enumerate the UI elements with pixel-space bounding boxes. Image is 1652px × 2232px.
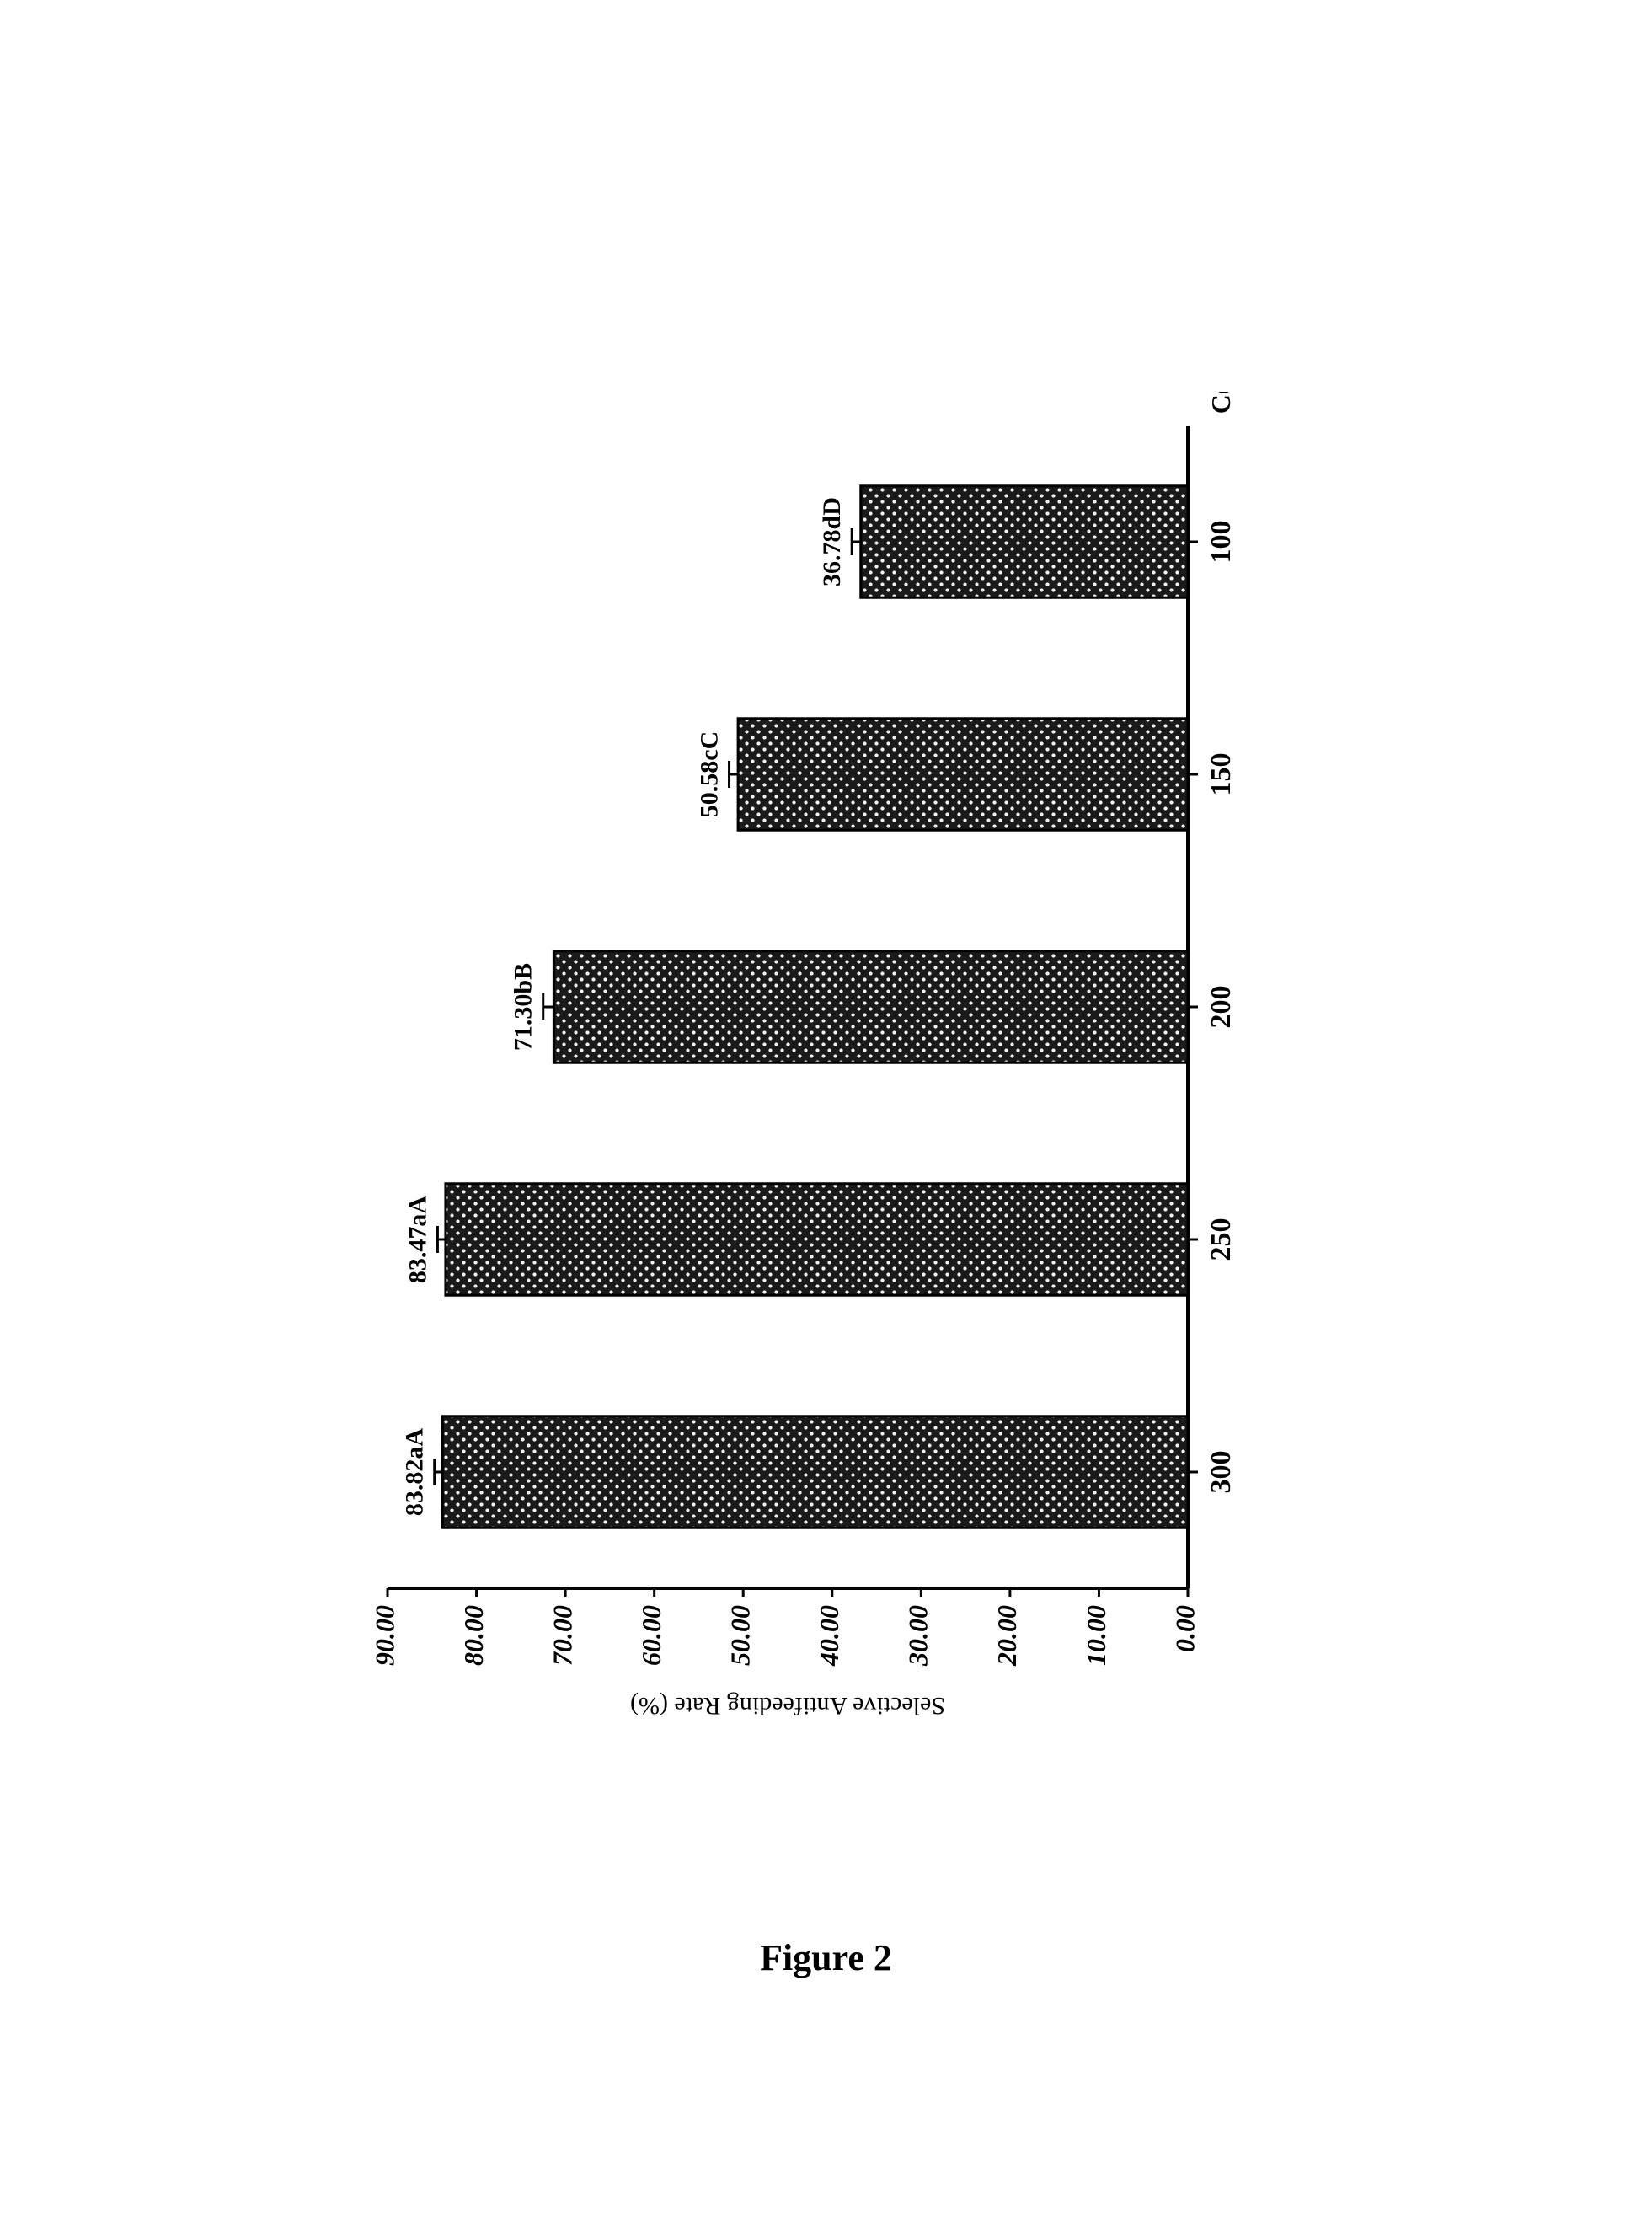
bar-chart-svg: 0.00 10.00 20.00 30.00 40.00 50.00 60.00 70.00 8… bbox=[337, 392, 1314, 1732]
bar bbox=[553, 951, 1188, 1062]
x-tick-label: 150 bbox=[1206, 753, 1237, 796]
bar-data-label: 50.58cC bbox=[696, 731, 724, 817]
x-tick-label: 250 bbox=[1206, 1218, 1237, 1261]
y-tick-label: 70.00 bbox=[547, 1605, 577, 1666]
bar bbox=[446, 1184, 1188, 1295]
y-axis-label: Selective Antifeeding Rate (%) bbox=[630, 1692, 945, 1720]
y-tick-label: 10.00 bbox=[1081, 1605, 1111, 1666]
y-tick-label: 80.00 bbox=[458, 1605, 489, 1666]
y-tick-label: 60.00 bbox=[636, 1605, 666, 1666]
bar bbox=[861, 486, 1188, 597]
bar-data-label: 83.47aA bbox=[404, 1196, 431, 1284]
x-axis-label: Concentration bbox=[1206, 392, 1236, 414]
x-tick-label: 300 bbox=[1206, 1451, 1237, 1494]
bar-data-label: 83.82aA bbox=[401, 1428, 429, 1517]
y-tick-label: 0.00 bbox=[1169, 1605, 1200, 1652]
x-tick-label: 200 bbox=[1206, 986, 1237, 1029]
y-tick-label: 20.00 bbox=[992, 1605, 1022, 1667]
bar-data-label: 71.30bB bbox=[510, 963, 537, 1051]
y-tick-label: 40.00 bbox=[814, 1605, 844, 1667]
bar-data-label: 36.78dD bbox=[818, 497, 846, 586]
figure-caption: Figure 2 bbox=[0, 1936, 1652, 1979]
page: 0.00 10.00 20.00 30.00 40.00 50.00 60.00 70.00 8… bbox=[0, 0, 1652, 2232]
bar-chart: 0.00 10.00 20.00 30.00 40.00 50.00 60.00 70.00 8… bbox=[337, 392, 1314, 1732]
y-tick-label: 30.00 bbox=[903, 1605, 933, 1667]
bar bbox=[442, 1416, 1188, 1528]
y-tick-label: 50.00 bbox=[725, 1605, 756, 1666]
bar bbox=[738, 719, 1188, 830]
x-tick-label: 100 bbox=[1206, 521, 1237, 564]
y-tick-label: 90.00 bbox=[369, 1605, 399, 1666]
